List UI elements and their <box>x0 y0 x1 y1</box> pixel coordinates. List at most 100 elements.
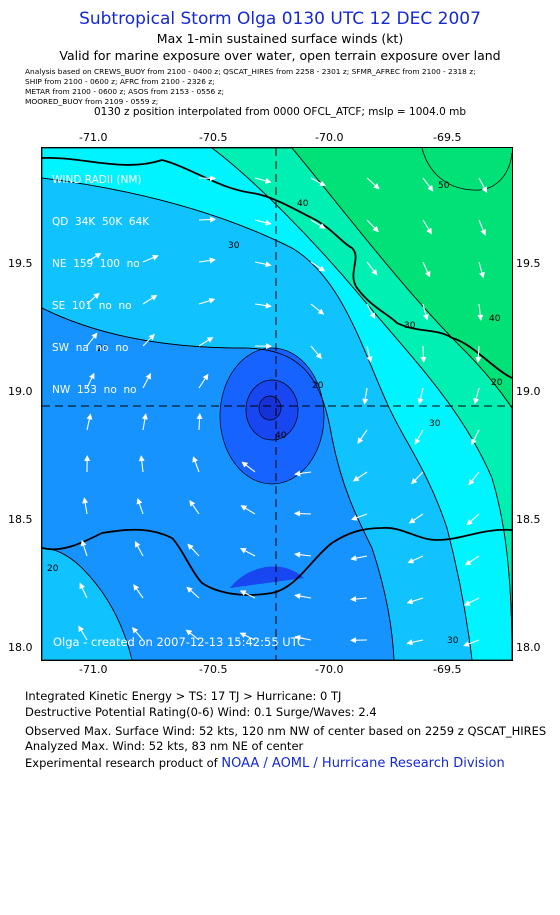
wind-vector-arrow <box>86 372 95 389</box>
wind-vector-arrow <box>138 455 145 473</box>
source-line: METAR from 2100 - 0600 z; ASOS from 2153… <box>25 87 224 96</box>
wind-radii-row: NW 153 no no <box>52 383 149 397</box>
wind-vector-arrow <box>463 597 480 606</box>
wind-vector-arrow <box>466 513 480 526</box>
map-credit: Olga - created on 2007-12-13 15:42:55 UT… <box>53 635 306 649</box>
wind-vector-arrow <box>478 219 486 236</box>
center-crosshair <box>42 148 512 660</box>
wind-vector-arrow <box>79 582 88 599</box>
wind-vector-arrow <box>350 596 368 603</box>
wind-vector-arrow <box>241 461 256 473</box>
wind-vector-arrow <box>294 593 312 600</box>
lon-tick-bottom: -69.5 <box>433 663 462 676</box>
wind-radii-cell: 153 <box>76 384 97 396</box>
wind-vector-arrow <box>86 292 100 305</box>
wind-core-south <box>230 566 304 588</box>
wind-vector-arrow <box>198 216 216 223</box>
wind-vector-arrow <box>478 261 485 279</box>
wind-vector-arrow <box>407 555 424 564</box>
wind-vector-arrow <box>254 177 272 184</box>
product-credit: Experimental research product of NOAA / … <box>25 756 505 771</box>
wind-radii-cell: NE <box>52 258 67 270</box>
wind-vector-arrow <box>136 497 144 515</box>
wind-vector-arrow <box>141 413 148 431</box>
wind-vector-arrow <box>310 261 326 272</box>
lat-tick-left: 19.5 <box>8 257 33 270</box>
wind-radii-title: WIND RADII (NM) <box>52 174 142 186</box>
wind-vector-arrow <box>254 219 272 226</box>
contour-label: 30 <box>429 419 441 429</box>
wind-vector-arrow <box>310 219 326 229</box>
source-line: Analysis based on CREWS_BUOY from 2100 -… <box>25 67 476 76</box>
wind-vector-arrow <box>366 177 380 190</box>
wind-vector-arrow <box>198 257 216 264</box>
wind-vector-arrow <box>131 627 144 641</box>
wind-vector-arrow <box>142 294 158 305</box>
wind-contour-svg: 50 40 30 20 40 20 30 40 30 20 20 30 <box>41 147 513 661</box>
lat-tick-right: 19.0 <box>516 385 541 398</box>
wind-vector-arrow <box>86 413 93 431</box>
contour-label: 30 <box>228 241 240 251</box>
wind-vector-arrow <box>417 387 424 405</box>
wind-vector-arrow <box>422 177 434 192</box>
map-subtitle-wind: Max 1-min sustained surface winds (kt) <box>156 31 404 46</box>
wind-vector-arrow <box>310 303 325 315</box>
analyzed-max-wind: Analyzed Max. Wind: 52 kts, 83 nm NE of … <box>25 739 304 753</box>
wind-vector-arrow <box>86 252 102 263</box>
wind-vector-arrow <box>352 471 368 482</box>
ike-text: Integrated Kinetic Energy > TS: 17 TJ > … <box>25 689 342 703</box>
wind-vector-arrow <box>422 261 431 278</box>
wind-radii-table: WIND RADII (NM) QD 34K 50K 64K NE 159 10… <box>52 145 149 411</box>
lon-tick-bottom: -71.0 <box>79 663 108 676</box>
wind-vector-arrow <box>254 302 272 309</box>
wind-vector-arrow <box>411 471 424 485</box>
map-subtitle-exposure: Valid for marine exposure over water, op… <box>59 48 501 63</box>
wind-radii-cell: 100 <box>99 258 120 270</box>
wind-vector-arrow <box>133 584 144 599</box>
map-title: Subtropical Storm Olga 0130 UTC 12 DEC 2… <box>79 9 481 29</box>
wind-radii-row: SW na no no <box>52 341 149 355</box>
wind-radii-head-cell: 64K <box>128 216 150 228</box>
wind-radii-cell: no <box>115 342 129 354</box>
wind-radii-cell: SE <box>52 300 66 312</box>
contour-label: 50 <box>438 181 450 191</box>
wind-vector-arrow <box>198 297 216 305</box>
wind-vector-arrow <box>464 555 480 566</box>
wind-vector-arrow <box>186 586 200 599</box>
hrd-link[interactable]: NOAA / AOML / Hurricane Research Divisio… <box>221 756 505 771</box>
wind-vector-arrow <box>142 333 155 347</box>
wind-vector-arrow <box>406 639 424 646</box>
wind-vector-arrow <box>294 470 312 477</box>
lon-tick-top: -70.5 <box>199 131 228 144</box>
wind-vector-arrow <box>357 429 368 444</box>
wind-vector-arrow <box>350 555 368 562</box>
wind-radii-cell: 101 <box>72 300 93 312</box>
source-line: SHIP from 2100 - 0600 z; AFRC from 2100 … <box>25 77 215 86</box>
wind-vector-arrow <box>406 597 424 605</box>
coastline <box>41 156 513 596</box>
wind-vector-arrow <box>239 590 256 599</box>
wind-radii-head-cell: 34K <box>75 216 96 228</box>
wind-vector-arrow <box>185 629 200 641</box>
wind-vector-arrow <box>408 513 424 524</box>
wind-vector-arrow <box>78 625 88 641</box>
wind-field-map: 50 40 30 20 40 20 30 40 30 20 20 30 <box>41 147 513 661</box>
dpr-text: Destructive Potential Rating(0-6) Wind: … <box>25 705 377 719</box>
wind-vector-arrow <box>366 303 376 319</box>
wind-radii-cell: NW <box>52 384 71 396</box>
lon-tick-top: -71.0 <box>79 131 108 144</box>
wind-vector-arrow <box>473 387 480 405</box>
product-prefix: Experimental research product of <box>25 756 222 770</box>
lat-tick-right: 18.0 <box>516 641 541 654</box>
contour-label: 30 <box>404 321 416 331</box>
lon-tick-bottom: -70.5 <box>199 663 228 676</box>
wind-radii-head-cell: 50K <box>101 216 123 228</box>
wind-radii-row: NE 159 100 no <box>52 257 149 271</box>
contour-label: 40 <box>297 199 309 209</box>
contour-label: 20 <box>312 381 324 391</box>
wind-vector-arrow <box>475 345 482 363</box>
wind-vector-arrow <box>82 497 89 515</box>
wind-vector-arrow <box>142 372 151 389</box>
wind-vector-arrow <box>478 177 488 193</box>
wind-vector-arrow <box>198 336 214 347</box>
